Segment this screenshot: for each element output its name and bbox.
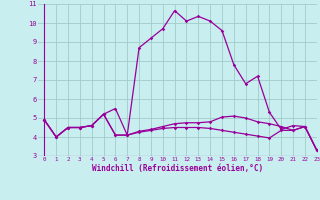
X-axis label: Windchill (Refroidissement éolien,°C): Windchill (Refroidissement éolien,°C) bbox=[92, 164, 263, 173]
